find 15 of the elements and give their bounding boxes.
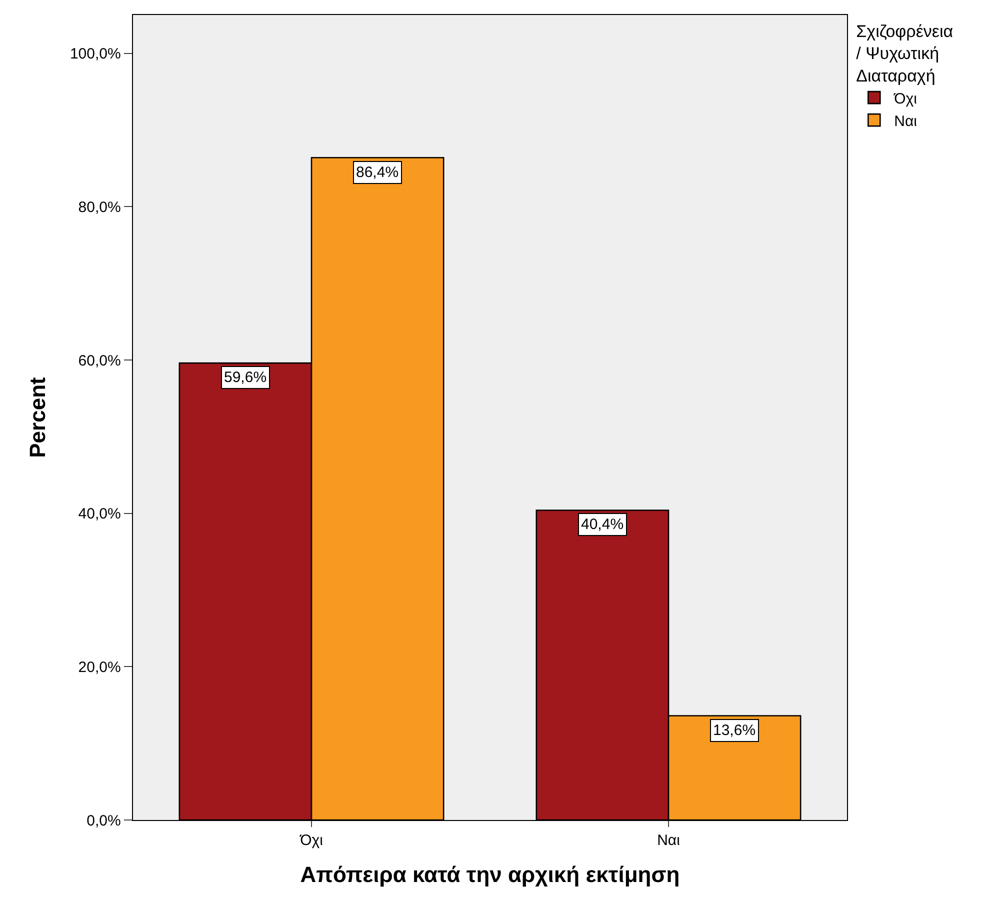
- y-tick-label: 60,0%: [78, 352, 121, 370]
- data-label: 13,6%: [713, 722, 756, 739]
- legend-label: Ναι: [894, 112, 917, 130]
- legend-label: Όχι: [893, 90, 917, 108]
- y-tick-label: 0,0%: [86, 812, 121, 830]
- y-axis-title: Percent: [24, 376, 50, 458]
- legend-title: Σχιζοφρένεια / Ψυχωτική Διαταραχή: [856, 22, 954, 86]
- y-tick-label: 40,0%: [78, 506, 121, 523]
- x-axis-title: Απόπειρα κατά την αρχική εκτίμηση: [300, 862, 680, 888]
- y-tick-label: 80,0%: [78, 198, 121, 216]
- y-tick-label: 100,0%: [70, 46, 121, 63]
- y-tick-label: 20,0%: [78, 658, 121, 676]
- data-label: 86,4%: [356, 164, 399, 181]
- data-label: 59,6%: [224, 369, 267, 386]
- data-label: 40,4%: [581, 516, 624, 533]
